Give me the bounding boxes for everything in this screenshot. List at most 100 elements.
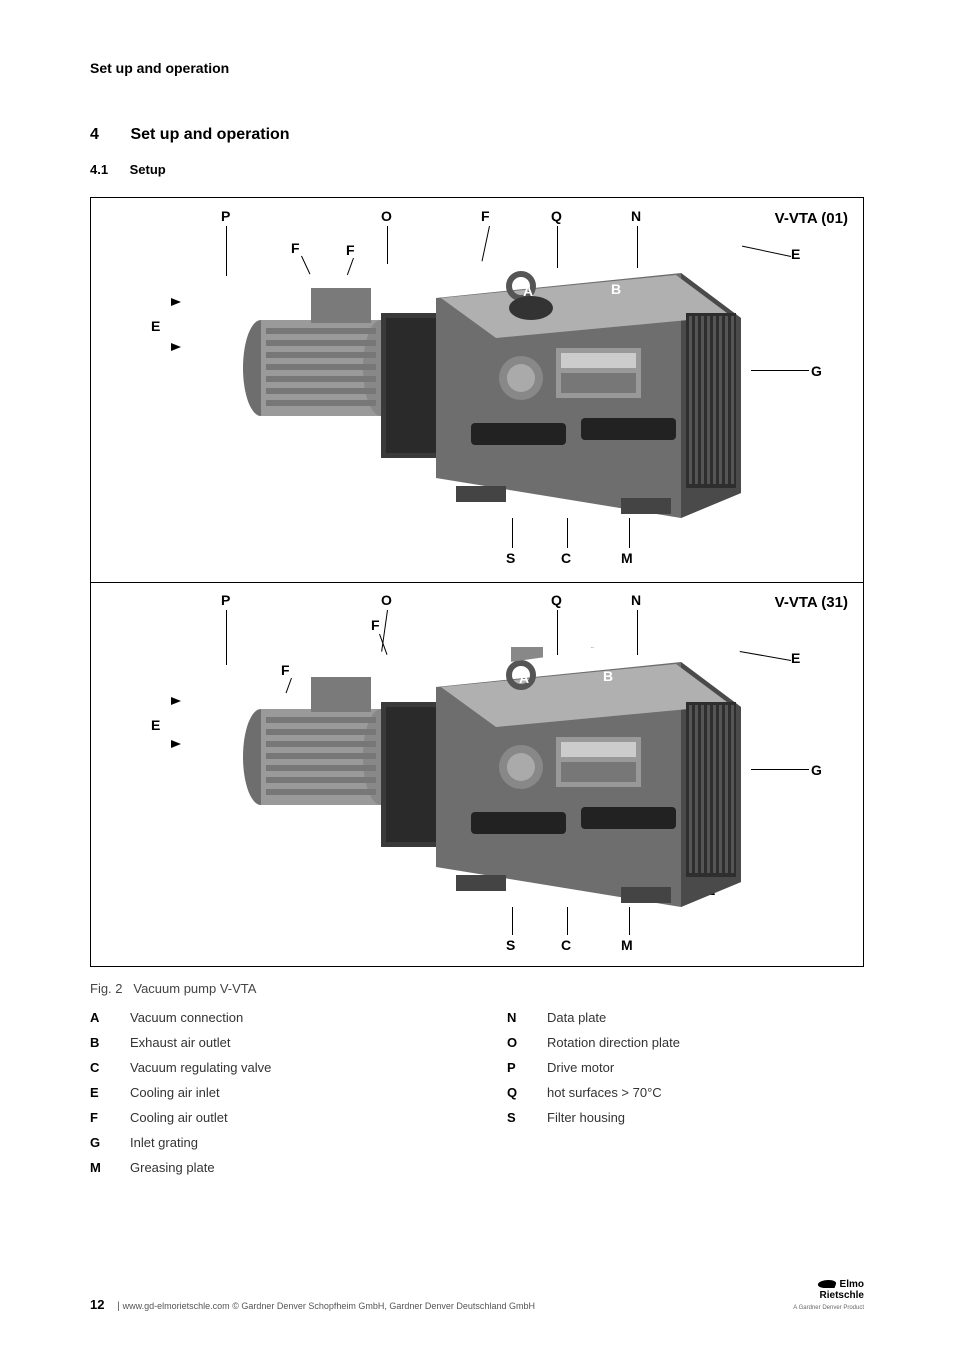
page-header: Set up and operation — [90, 60, 864, 76]
callout-f-top: F — [481, 208, 490, 224]
logo-line2: Rietschle — [820, 1290, 864, 1301]
legend-text: Exhaust air outlet — [130, 1035, 230, 1050]
swoosh-icon — [816, 1280, 837, 1288]
legend-text: Cooling air outlet — [130, 1110, 228, 1125]
legend-row: NData plate — [507, 1010, 864, 1025]
callout-f: F — [371, 617, 380, 633]
legend-text: Vacuum connection — [130, 1010, 243, 1025]
subsection-title: 4.1 Setup — [90, 162, 864, 177]
callout-e-left: E — [151, 717, 160, 733]
subsection-number: 4.1 — [90, 162, 126, 177]
legend-row: ECooling air inlet — [90, 1085, 447, 1100]
legend-letter: C — [90, 1060, 130, 1075]
legend-letter: S — [507, 1110, 547, 1125]
legend-letter: F — [90, 1110, 130, 1125]
svg-text:B: B — [603, 668, 613, 684]
page-footer: 12 | www.gd-elmorietschle.com © Gardner … — [90, 1279, 864, 1312]
figure-container: V-VTA (01) P O F Q N E F F F F — [90, 197, 864, 967]
legend-text: Vacuum regulating valve — [130, 1060, 271, 1075]
arrow-icon — [171, 740, 181, 748]
caption-text: Vacuum pump V-VTA — [133, 981, 256, 996]
legend-letter: B — [90, 1035, 130, 1050]
legend-row: Qhot surfaces > 70°C — [507, 1085, 864, 1100]
legend-text: Greasing plate — [130, 1160, 215, 1175]
legend-text: Filter housing — [547, 1110, 625, 1125]
figure-bottom-half: V-VTA (31) P O Q N F F F F E E G E — [91, 582, 863, 966]
figure-top-half: V-VTA (01) P O F Q N E F F F F — [91, 198, 863, 582]
model-label-top: V-VTA (01) — [775, 210, 848, 227]
section-text: Set up and operation — [130, 126, 289, 143]
callout-f: F — [346, 242, 355, 258]
footer-url: www.gd-elmorietschle.com © Gardner Denve… — [123, 1301, 535, 1311]
arrow-icon — [171, 298, 181, 306]
callout-m: M — [621, 550, 633, 566]
pump-illustration-top: A B — [211, 258, 771, 538]
figure-caption: Fig. 2 Vacuum pump V-VTA — [90, 981, 864, 996]
callout-q: Q — [551, 208, 562, 224]
callout-g: G — [811, 762, 822, 778]
callout-c: C — [561, 550, 571, 566]
legend-col-left: AVacuum connection BExhaust air outlet C… — [90, 1010, 447, 1185]
legend-letter: Q — [507, 1085, 547, 1100]
callout-e-right: E — [791, 246, 800, 262]
callout-m: M — [621, 937, 633, 953]
legend-letter: O — [507, 1035, 547, 1050]
legend-letter: G — [90, 1135, 130, 1150]
legend-row: AVacuum connection — [90, 1010, 447, 1025]
svg-text:A: A — [523, 283, 533, 299]
logo-line1: Elmo — [840, 1279, 864, 1290]
legend-row: BExhaust air outlet — [90, 1035, 447, 1050]
legend: AVacuum connection BExhaust air outlet C… — [90, 1010, 864, 1185]
legend-letter: N — [507, 1010, 547, 1025]
leader-line — [482, 226, 490, 261]
legend-row: GInlet grating — [90, 1135, 447, 1150]
footer-url-text: www.gd-elmorietschle.com — [123, 1301, 230, 1311]
legend-text: Data plate — [547, 1010, 606, 1025]
legend-letter: M — [90, 1160, 130, 1175]
svg-text:B: B — [611, 281, 621, 297]
page-number: 12 — [90, 1297, 104, 1312]
caption-prefix: Fig. 2 — [90, 981, 123, 996]
callout-n: N — [631, 592, 641, 608]
legend-row: MGreasing plate — [90, 1160, 447, 1175]
section-number: 4 — [90, 126, 126, 144]
callout-n: N — [631, 208, 641, 224]
callout-o: O — [381, 592, 392, 608]
legend-row: FCooling air outlet — [90, 1110, 447, 1125]
section-title: 4 Set up and operation — [90, 126, 864, 144]
legend-text: hot surfaces > 70°C — [547, 1085, 662, 1100]
callout-s: S — [506, 937, 515, 953]
legend-row: ORotation direction plate — [507, 1035, 864, 1050]
arrow-icon — [171, 697, 181, 705]
callout-p: P — [221, 208, 230, 224]
footer-copyright: © Gardner Denver Schopfheim GmbH, Gardne… — [232, 1301, 535, 1311]
leader-line — [742, 246, 791, 257]
legend-text: Cooling air inlet — [130, 1085, 220, 1100]
subsection-text: Setup — [130, 162, 166, 177]
callout-s: S — [506, 550, 515, 566]
brand-logo: Elmo Rietschle A Gardner Denver Product — [793, 1279, 864, 1312]
legend-letter: P — [507, 1060, 547, 1075]
legend-col-right: NData plate ORotation direction plate PD… — [507, 1010, 864, 1185]
legend-row: PDrive motor — [507, 1060, 864, 1075]
legend-letter: E — [90, 1085, 130, 1100]
footer-left: 12 | www.gd-elmorietschle.com © Gardner … — [90, 1297, 535, 1312]
pump-illustration-bottom: A B — [211, 647, 771, 927]
logo-tagline: A Gardner Denver Product — [793, 1305, 864, 1311]
arrow-icon — [171, 343, 181, 351]
legend-row: CVacuum regulating valve — [90, 1060, 447, 1075]
legend-letter: A — [90, 1010, 130, 1025]
callout-f: F — [291, 240, 300, 256]
legend-text: Rotation direction plate — [547, 1035, 680, 1050]
footer-sep: | — [117, 1301, 120, 1312]
callout-e-left: E — [151, 318, 160, 334]
callout-e-right: E — [791, 650, 800, 666]
callout-o: O — [381, 208, 392, 224]
callout-q: Q — [551, 592, 562, 608]
callout-c: C — [561, 937, 571, 953]
svg-text:A: A — [519, 670, 529, 686]
model-label-bottom: V-VTA (31) — [775, 594, 848, 611]
legend-text: Inlet grating — [130, 1135, 198, 1150]
legend-row: SFilter housing — [507, 1110, 864, 1125]
callout-p: P — [221, 592, 230, 608]
